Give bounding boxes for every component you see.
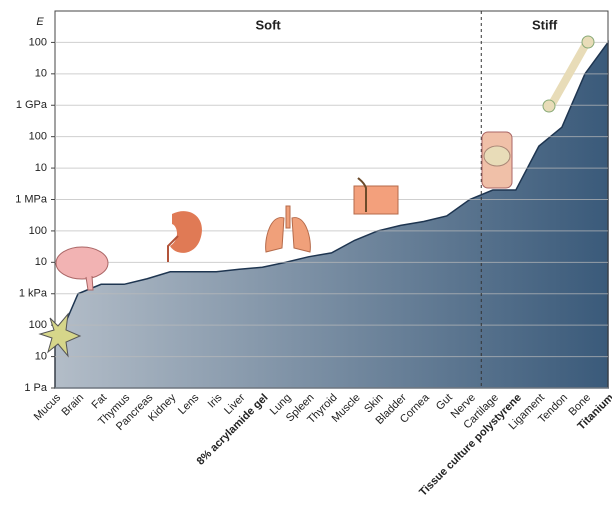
- x-tick-label: Tissue culture polystyrene: [417, 392, 524, 499]
- y-tick-label: 1 GPa: [16, 99, 48, 111]
- lung-left: [265, 217, 285, 253]
- y-tick-label: 10: [35, 256, 47, 268]
- bone-end: [542, 99, 556, 113]
- x-tick-label: Brain: [60, 392, 87, 419]
- icons: [38, 35, 595, 358]
- y-axis-label: E: [36, 16, 44, 28]
- region-label: Soft: [255, 17, 281, 32]
- brain-stem: [85, 275, 94, 291]
- y-tick-label: 100: [29, 36, 47, 48]
- y-tick-label: 100: [29, 131, 47, 143]
- region-label: Stiff: [532, 17, 558, 32]
- kidney-ureter: [167, 235, 179, 262]
- y-tick-label: 10: [35, 68, 47, 80]
- y-tick-label: 10: [35, 350, 47, 362]
- trachea: [285, 205, 291, 229]
- x-tick-label: Mucus: [32, 391, 64, 423]
- y-tick-label: 100: [29, 319, 47, 331]
- knee-joint: [483, 145, 511, 167]
- y-tick-label: 1 MPa: [15, 193, 48, 205]
- lung-right: [291, 217, 311, 253]
- kidney-icon: [170, 211, 202, 253]
- bone-end: [581, 35, 595, 49]
- y-tick-label: 100: [29, 225, 47, 237]
- hair: [357, 177, 367, 212]
- area: [54, 40, 609, 389]
- y-tick-label: 10: [35, 162, 47, 174]
- x-tick-label: Lens: [176, 391, 202, 417]
- brain-icon: [55, 246, 109, 280]
- y-tick-label: 1 kPa: [19, 288, 48, 300]
- skin-icon: [353, 185, 399, 215]
- bone-icon: [548, 40, 590, 108]
- y-tick-label: 1 Pa: [24, 382, 48, 394]
- cell-icon: [38, 312, 82, 358]
